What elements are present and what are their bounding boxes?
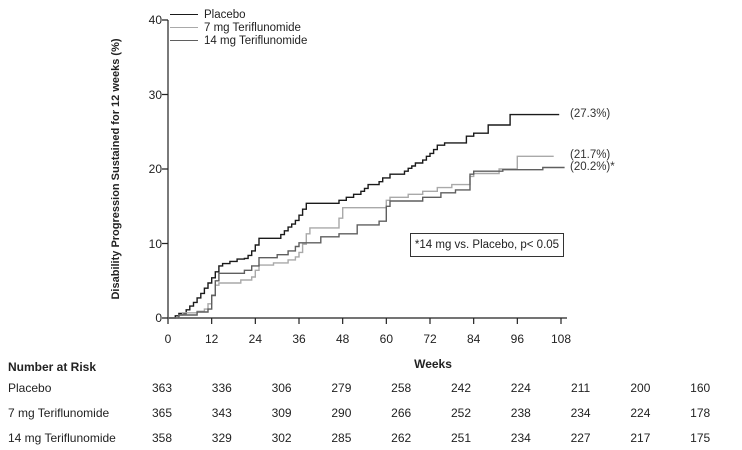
- risk-value: 227: [570, 431, 591, 445]
- legend-label: 14 mg Teriflunomide: [204, 34, 308, 47]
- risk-value: 290: [331, 406, 352, 420]
- risk-value: 217: [630, 431, 651, 445]
- risk-value: 224: [510, 381, 531, 395]
- kaplan-meier-chart: [162, 19, 567, 324]
- legend-line-swatch: [170, 27, 198, 28]
- risk-value: 266: [391, 406, 412, 420]
- plot-axes: [162, 19, 567, 324]
- risk-value: 160: [690, 381, 711, 395]
- x-axis-title: Weeks: [414, 357, 452, 371]
- risk-row-label: Placebo: [8, 381, 52, 395]
- x-tick-label: 96: [510, 332, 524, 346]
- x-tick-label: 84: [466, 332, 481, 346]
- x-tick-label: 36: [292, 332, 306, 346]
- risk-table-title: Number at Risk: [8, 360, 97, 374]
- risk-value: 306: [271, 381, 292, 395]
- risk-value: 200: [630, 381, 651, 395]
- x-tick-label: 0: [164, 332, 172, 346]
- significance-note-box: *14 mg vs. Placebo, p< 0.05: [410, 233, 564, 257]
- x-tick-label: 72: [423, 332, 437, 346]
- risk-row-label: 14 mg Teriflunomide: [8, 431, 116, 445]
- legend-line-swatch: [170, 14, 198, 15]
- risk-value: 363: [151, 381, 173, 395]
- legend-item-7mg: 7 mg Teriflunomide: [170, 21, 307, 34]
- risk-row-label: 7 mg Teriflunomide: [8, 406, 110, 420]
- x-tick-label: 108: [550, 332, 572, 346]
- risk-value: 336: [211, 381, 232, 395]
- y-tick-label: 0: [155, 311, 162, 325]
- risk-value: 178: [690, 406, 711, 420]
- risk-value: 262: [391, 431, 412, 445]
- risk-value: 279: [331, 381, 352, 395]
- legend-item-14mg: 14 mg Teriflunomide: [170, 34, 307, 47]
- risk-value: 302: [271, 431, 292, 445]
- risk-value: 365: [151, 406, 173, 420]
- legend-label: 7 mg Teriflunomide: [204, 21, 301, 34]
- risk-value: 242: [450, 381, 472, 395]
- y-tick-label: 40: [148, 13, 162, 27]
- km-curve-placebo: [168, 113, 560, 319]
- risk-value: 175: [690, 431, 711, 445]
- x-tick-label: 24: [248, 332, 262, 346]
- x-tick-label: 48: [335, 332, 350, 346]
- risk-value: 224: [630, 406, 651, 420]
- risk-value: 251: [450, 431, 472, 445]
- risk-value: 358: [151, 431, 173, 445]
- final-percent-label-7mg: (21.7%): [570, 149, 611, 162]
- y-tick-label: 30: [148, 87, 162, 102]
- risk-value: 285: [331, 431, 352, 445]
- y-axis-title: Disability Progression Sustained for 12 …: [110, 38, 122, 300]
- x-tick-label: 60: [379, 332, 393, 346]
- risk-value: 211: [571, 381, 591, 395]
- km-curve-14mg: [168, 166, 565, 319]
- km-curve-7mg: [168, 155, 554, 319]
- risk-value: 252: [450, 406, 472, 420]
- risk-value: 343: [211, 406, 232, 420]
- risk-value: 234: [570, 406, 591, 420]
- legend-item-placebo: Placebo: [170, 8, 307, 21]
- risk-value: 258: [391, 381, 412, 395]
- risk-value: 238: [510, 406, 531, 420]
- risk-value: 234: [510, 431, 531, 445]
- legend-label: Placebo: [204, 8, 246, 21]
- legend-line-swatch: [170, 40, 198, 41]
- risk-value: 329: [211, 431, 232, 445]
- y-tick-label: 10: [148, 236, 162, 251]
- x-tick-label: 12: [204, 332, 219, 346]
- risk-value: 309: [271, 406, 292, 420]
- final-percent-label-14mg: (20.2%)*: [570, 160, 615, 173]
- legend: Placebo 7 mg Teriflunomide 14 mg Teriflu…: [170, 8, 307, 47]
- final-percent-label-placebo: (27.3%): [570, 107, 611, 120]
- y-tick-label: 20: [148, 162, 162, 176]
